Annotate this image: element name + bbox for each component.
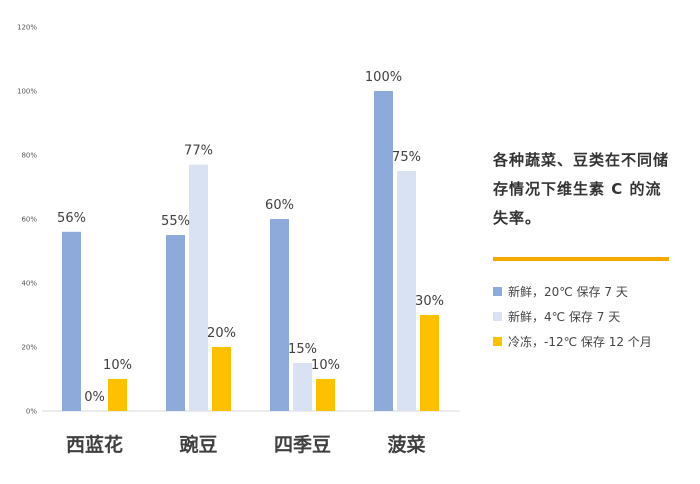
category-label: 四季豆 — [274, 434, 331, 456]
bar — [166, 235, 185, 411]
category-label: 西蓝花 — [66, 433, 123, 456]
bar — [293, 363, 312, 411]
data-label: 55% — [161, 214, 190, 229]
bar — [62, 231, 81, 411]
bar-chart: 0% 20% 40% 60% 80% 100% 120% 56% 55% 60% 100% 0% 77… — [17, 24, 460, 456]
data-label: 30% — [415, 294, 444, 309]
data-label: 10% — [311, 358, 340, 373]
y-tick-label: 0% — [26, 408, 37, 416]
y-tick-label: 40% — [21, 280, 37, 288]
legend-item-fresh-4c: 新鲜，4℃ 保存 7 天 — [493, 304, 675, 329]
data-label: 56% — [57, 211, 86, 226]
y-tick-label: 100% — [17, 88, 37, 96]
legend-item-frozen: 冷冻，-12℃ 保存 12 个月 — [493, 329, 675, 354]
chart-title: 各种蔬菜、豆类在不同储存情况下维生素 C 的流失率。 — [493, 151, 670, 227]
category-labels-group: 西蓝花 豌豆 四季豆 菠菜 — [66, 433, 426, 456]
bar — [397, 171, 416, 411]
legend-swatch-frozen — [493, 337, 502, 346]
y-axis-ticks: 0% 20% 40% 60% 80% 100% 120% — [17, 24, 37, 416]
data-label: 100% — [365, 70, 402, 85]
accent-divider — [493, 257, 669, 261]
legend-label-frozen: 冷冻，-12℃ 保存 12 个月 — [508, 335, 652, 349]
bar — [189, 164, 208, 411]
y-tick-label: 120% — [17, 24, 37, 32]
bars-group — [62, 91, 439, 411]
bar — [212, 347, 231, 411]
data-label: 77% — [184, 144, 213, 159]
y-tick-label: 80% — [21, 152, 37, 160]
bar — [316, 379, 335, 411]
bar — [108, 379, 127, 411]
data-label: 15% — [288, 342, 317, 357]
legend: 新鲜，20℃ 保存 7 天 新鲜，4℃ 保存 7 天 冷冻，-12℃ 保存 12… — [493, 279, 675, 354]
data-label: 0% — [84, 390, 105, 405]
category-label: 菠菜 — [387, 433, 425, 456]
legend-label-fresh-20c: 新鲜，20℃ 保存 7 天 — [508, 285, 628, 299]
side-panel: 各种蔬菜、豆类在不同储存情况下维生素 C 的流失率。 新鲜，20℃ 保存 7 天… — [493, 146, 675, 354]
legend-label-fresh-4c: 新鲜，4℃ 保存 7 天 — [508, 310, 621, 324]
legend-swatch-fresh-20c — [493, 287, 502, 296]
legend-swatch-fresh-4c — [493, 312, 502, 321]
data-label: 10% — [103, 358, 132, 373]
legend-item-fresh-20c: 新鲜，20℃ 保存 7 天 — [493, 279, 675, 304]
data-labels-group: 56% 55% 60% 100% 0% 77% 15% 75% 10% 20% 10% 30% — [57, 70, 444, 405]
bar — [270, 219, 289, 411]
bar — [374, 91, 393, 411]
y-tick-label: 20% — [21, 344, 37, 352]
bar — [420, 315, 439, 411]
data-label: 20% — [207, 326, 236, 341]
y-tick-label: 60% — [21, 216, 37, 224]
data-label: 75% — [392, 150, 421, 165]
category-label: 豌豆 — [179, 433, 217, 456]
data-label: 60% — [265, 198, 294, 213]
